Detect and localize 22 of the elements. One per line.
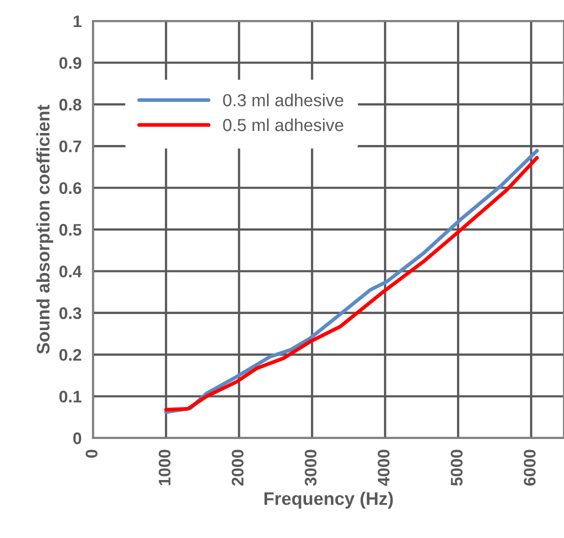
x-axis-title: Frequency (Hz): [264, 492, 393, 509]
legend-label: 0.5 ml adhesive: [223, 118, 344, 132]
legend-label: 0.3 ml adhesive: [223, 94, 344, 106]
y-tick-label: 0.5: [59, 224, 82, 236]
y-tick-label: 0.4: [59, 266, 82, 278]
y-tick-label: 0.1: [59, 390, 82, 403]
x-tick-label: 0: [86, 450, 98, 458]
x-tick-label: 3000: [304, 450, 317, 486]
y-tick-label: 0.3: [59, 307, 82, 320]
x-tick-label: 5000: [450, 450, 463, 486]
x-tick-label: 4000: [378, 450, 390, 486]
y-tick-label: 0: [73, 432, 82, 444]
y-tick-label: 1: [74, 16, 82, 28]
y-tick-label: 0.7: [59, 140, 82, 152]
y-tick-label: 0.9: [59, 57, 82, 69]
y-axis-title: Sound absorption coefficient: [36, 104, 54, 354]
x-tick-label: 6000: [524, 450, 536, 486]
x-tick-label: 2000: [232, 450, 244, 486]
y-tick-label: 0.8: [59, 98, 82, 111]
y-tick-label: 0.6: [59, 182, 82, 194]
x-tick-label: 1000: [158, 450, 170, 486]
y-tick-label: 0.2: [59, 349, 82, 361]
